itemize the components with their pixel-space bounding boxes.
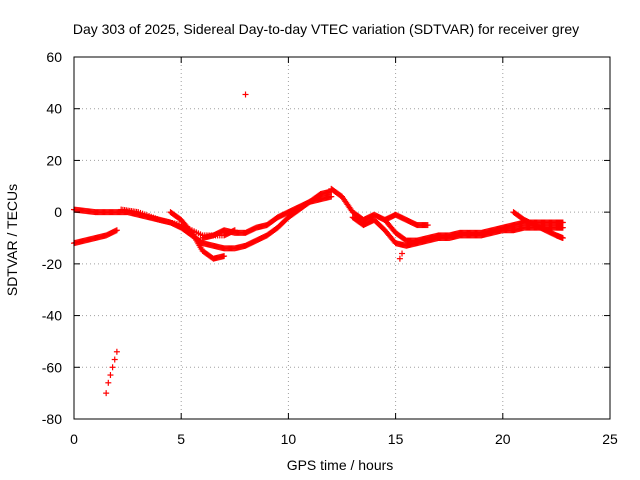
data-point [559,219,566,226]
x-tick-label: 5 [177,431,185,447]
x-tick-label: 15 [388,431,404,447]
x-tick-label: 10 [281,431,297,447]
data-points [71,91,566,397]
plot-frame [73,56,611,420]
data-point [399,250,406,257]
grid-lines [74,57,610,419]
data-point [109,364,116,371]
data-point [107,372,114,379]
y-tick-label: -80 [42,411,62,427]
axis-ticks [73,56,611,420]
data-point [103,390,110,397]
y-tick-label: -20 [42,256,62,272]
x-tick-labels: 0 5 10 15 20 25 [70,431,618,447]
x-tick-label: 20 [495,431,511,447]
y-tick-label: 60 [46,49,62,65]
y-tick-label: -60 [42,359,62,375]
y-tick-label: -40 [42,308,62,324]
data-point [559,235,566,241]
chart-title: Day 303 of 2025, Sidereal Day-to-day VTE… [73,21,579,37]
data-point [242,91,249,98]
y-tick-label: 20 [46,152,62,168]
data-point [113,227,120,234]
data-point [113,348,120,355]
data-point [221,253,228,260]
y-tick-labels: -80 -60 -40 -20 0 20 40 60 [42,49,62,427]
data-point [424,222,431,229]
data-point [396,255,403,262]
y-axis-title: SDTVAR / TECUs [4,184,20,296]
x-axis-title: GPS time / hours [287,457,394,473]
data-point [328,193,335,200]
data-point [187,228,194,235]
data-point [559,224,566,231]
x-tick-label: 0 [70,431,78,447]
data-point [111,356,118,363]
y-tick-label: 0 [54,204,62,220]
y-tick-label: 40 [46,101,62,117]
x-tick-label: 25 [602,431,618,447]
data-point [105,379,112,386]
